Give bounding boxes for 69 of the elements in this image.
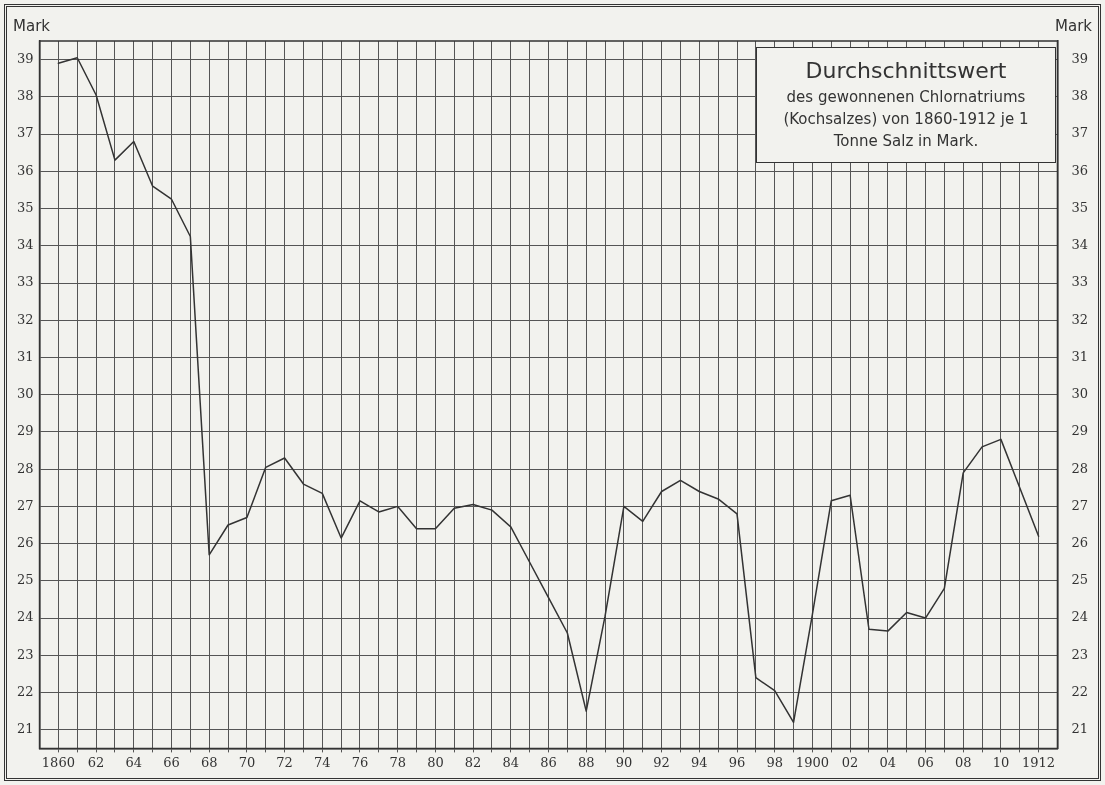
x-tick-label: 84: [502, 754, 520, 770]
y-tick-label: 33: [17, 274, 34, 290]
x-tick-label: 82: [464, 754, 482, 770]
y2-tick-label: 35: [1071, 199, 1088, 215]
y2-tick-label: 29: [1071, 423, 1088, 439]
y2-tick-label: 38: [1071, 88, 1088, 104]
y2-tick-label: 27: [1071, 497, 1088, 513]
text: Durchschnittswert: [804, 58, 1008, 83]
y-tick-label: 36: [17, 162, 34, 178]
y2-tick-label: 21: [1071, 721, 1088, 737]
x-tick-label: 1912: [1022, 754, 1056, 770]
y-tick-label: 30: [17, 386, 34, 402]
y2-tick-label: 22: [1071, 683, 1088, 699]
x-tick-label: 62: [87, 754, 105, 770]
x-tick-label: 70: [238, 754, 256, 770]
x-tick-label: 64: [125, 754, 143, 770]
y2-tick-label: 25: [1071, 572, 1088, 588]
y-tick-label: 28: [17, 460, 34, 476]
x-tick-label: 08: [954, 754, 972, 770]
y-tick-label: 32: [17, 311, 34, 327]
y-tick-label: 21: [17, 721, 34, 737]
x-tick-label: 10: [992, 754, 1010, 770]
y-tick-label: 25: [17, 572, 34, 588]
y-tick-label: 31: [17, 348, 34, 364]
x-tick-label: 78: [389, 754, 406, 770]
x-tick-label: 80: [427, 754, 444, 770]
y2-tick-label: 23: [1071, 646, 1088, 662]
x-tick-label: 96: [728, 754, 746, 770]
x-tick-label: 74: [314, 754, 331, 770]
y-tick-label: 34: [17, 237, 34, 253]
y2-tick-label: 36: [1071, 162, 1088, 178]
x-tick-label: 76: [351, 754, 369, 770]
y2-tick-label: 24: [1071, 609, 1088, 625]
x-tick-label: 06: [917, 754, 934, 770]
y-tick-label: 26: [17, 535, 34, 550]
y-tick-label: 22: [17, 683, 34, 699]
y-tick-label: 39: [17, 50, 34, 66]
y-tick-label: 35: [17, 199, 34, 215]
y2-tick-label: 26: [1071, 535, 1088, 550]
y-tick-label: 37: [17, 125, 34, 141]
y2-tick-label: 30: [1071, 386, 1088, 402]
x-tick-label: 1860: [41, 754, 75, 770]
x-tick-label: 94: [691, 754, 708, 770]
y2-tick-label: 39: [1071, 50, 1088, 66]
y-tick-label: 38: [17, 88, 34, 104]
x-tick-label: 86: [540, 754, 557, 770]
y2-axis-title: Mark: [1055, 17, 1093, 36]
x-tick-label: 66: [163, 754, 180, 770]
y-axis-title: Mark: [13, 17, 51, 36]
y2-tick-label: 32: [1071, 311, 1088, 327]
x-tick-label: 92: [653, 754, 670, 770]
y-tick-label: 29: [17, 423, 34, 439]
x-tick-label: 68: [200, 754, 218, 770]
y-tick-label: 24: [17, 609, 34, 625]
x-tick-label: 90: [615, 754, 633, 770]
y-tick-label: 27: [17, 497, 34, 513]
x-tick-label: 1900: [795, 754, 829, 770]
x-tick-label: 88: [577, 754, 595, 770]
y2-tick-label: 34: [1071, 237, 1088, 253]
x-tick-label: 04: [879, 754, 897, 770]
y2-tick-label: 31: [1071, 348, 1088, 364]
y2-tick-label: 33: [1071, 274, 1088, 290]
y2-tick-label: 28: [1071, 460, 1088, 476]
x-tick-label: 98: [766, 754, 783, 770]
y2-tick-label: 37: [1071, 125, 1088, 141]
x-tick-label: 72: [276, 754, 293, 770]
y-tick-label: 23: [17, 646, 34, 662]
x-tick-label: 02: [841, 754, 859, 770]
text: des gewonnenen Chlornatriums (Kochsalzes) von 1860-1912 je 1 Tonne Salz in Mark.: [782, 87, 1030, 152]
